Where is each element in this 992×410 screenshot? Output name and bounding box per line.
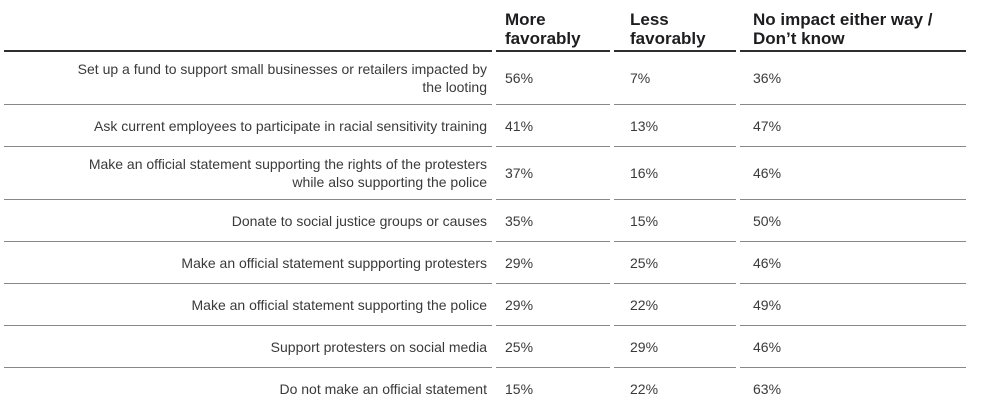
column-header-no-impact: No impact either way / Don’t know <box>740 0 966 52</box>
statement-column-header <box>4 0 492 52</box>
column-header-less-favorably: Less favorably <box>614 0 736 52</box>
value-no-impact: 47% <box>740 105 966 147</box>
value-less-favorably: 7% <box>614 52 736 105</box>
value-more-favorably: 29% <box>496 284 610 326</box>
row-statement: Make an official statement supporting th… <box>4 284 492 326</box>
value-more-favorably: 41% <box>496 105 610 147</box>
table-row: Do not make an official statement 15% 22… <box>4 368 966 410</box>
header-row: More favorably Less favorably No impact … <box>4 0 966 52</box>
table-row: Support protesters on social media 25% 2… <box>4 326 966 368</box>
value-more-favorably: 25% <box>496 326 610 368</box>
table-row: Make an official statement suppporting p… <box>4 242 966 284</box>
value-more-favorably: 56% <box>496 52 610 105</box>
value-more-favorably: 29% <box>496 242 610 284</box>
row-statement: Donate to social justice groups or cause… <box>4 200 492 242</box>
value-more-favorably: 35% <box>496 200 610 242</box>
table-row: Donate to social justice groups or cause… <box>4 200 966 242</box>
value-more-favorably: 37% <box>496 147 610 200</box>
row-statement: Make an official statement suppporting p… <box>4 242 492 284</box>
column-header-more-favorably: More favorably <box>496 0 610 52</box>
row-statement: Do not make an official statement <box>279 381 487 397</box>
row-statement: Make an official statement supporting th… <box>4 147 492 200</box>
value-no-impact: 46% <box>740 242 966 284</box>
value-less-favorably: 25% <box>614 242 736 284</box>
value-less-favorably: 22% <box>630 381 659 397</box>
table-row: Make an official statement supporting th… <box>4 147 966 200</box>
row-statement: Ask current employees to participate in … <box>4 105 492 147</box>
value-less-favorably: 13% <box>614 105 736 147</box>
row-statement: Set up a fund to support small businesse… <box>4 52 492 105</box>
value-no-impact: 46% <box>740 326 966 368</box>
table-row: Set up a fund to support small businesse… <box>4 52 966 105</box>
value-no-impact: 49% <box>740 284 966 326</box>
value-less-favorably: 16% <box>614 147 736 200</box>
table-row: Make an official statement supporting th… <box>4 284 966 326</box>
value-less-favorably: 29% <box>614 326 736 368</box>
row-statement: Support protesters on social media <box>4 326 492 368</box>
table-row: Ask current employees to participate in … <box>4 105 966 147</box>
value-less-favorably: 15% <box>614 200 736 242</box>
survey-results-table: More favorably Less favorably No impact … <box>4 0 966 410</box>
value-less-favorably: 22% <box>614 284 736 326</box>
value-no-impact: 50% <box>740 200 966 242</box>
value-no-impact: 63% <box>753 381 782 397</box>
value-no-impact: 46% <box>740 147 966 200</box>
value-more-favorably: 15% <box>505 381 534 397</box>
value-no-impact: 36% <box>740 52 966 105</box>
